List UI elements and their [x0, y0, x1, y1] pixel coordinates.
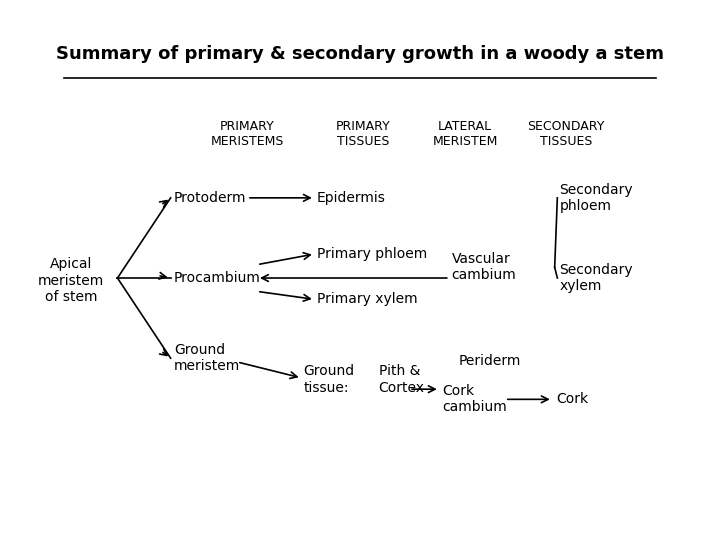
Text: Primary xylem: Primary xylem: [317, 292, 418, 306]
Text: PRIMARY
MERISTEMS: PRIMARY MERISTEMS: [210, 120, 284, 148]
Text: Epidermis: Epidermis: [317, 191, 386, 205]
Text: Periderm: Periderm: [459, 354, 521, 368]
Text: Pith &
Cortex: Pith & Cortex: [379, 364, 425, 395]
Text: Ground
tissue:: Ground tissue:: [304, 364, 355, 395]
Text: LATERAL
MERISTEM: LATERAL MERISTEM: [432, 120, 498, 148]
Text: Procambium: Procambium: [174, 271, 261, 285]
Text: Cork
cambium: Cork cambium: [442, 384, 507, 414]
Text: Apical
meristem
of stem: Apical meristem of stem: [38, 258, 104, 304]
Text: Ground
meristem: Ground meristem: [174, 343, 240, 373]
Text: Protoderm: Protoderm: [174, 191, 246, 205]
Text: Summary of primary & secondary growth in a woody a stem: Summary of primary & secondary growth in…: [56, 44, 664, 63]
Text: PRIMARY
TISSUES: PRIMARY TISSUES: [336, 120, 391, 148]
Text: SECONDARY
TISSUES: SECONDARY TISSUES: [527, 120, 605, 148]
Text: Primary phloem: Primary phloem: [317, 247, 427, 261]
Text: Vascular
cambium: Vascular cambium: [451, 252, 516, 282]
Text: Cork: Cork: [556, 393, 588, 406]
Text: Secondary
phloem: Secondary phloem: [559, 183, 633, 213]
Text: Secondary
xylem: Secondary xylem: [559, 263, 633, 293]
